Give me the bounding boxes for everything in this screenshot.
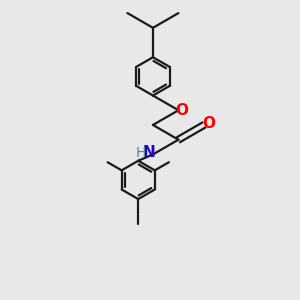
Text: O: O (202, 116, 215, 131)
Text: O: O (175, 103, 188, 118)
Text: H: H (135, 146, 146, 160)
Text: N: N (142, 146, 155, 160)
